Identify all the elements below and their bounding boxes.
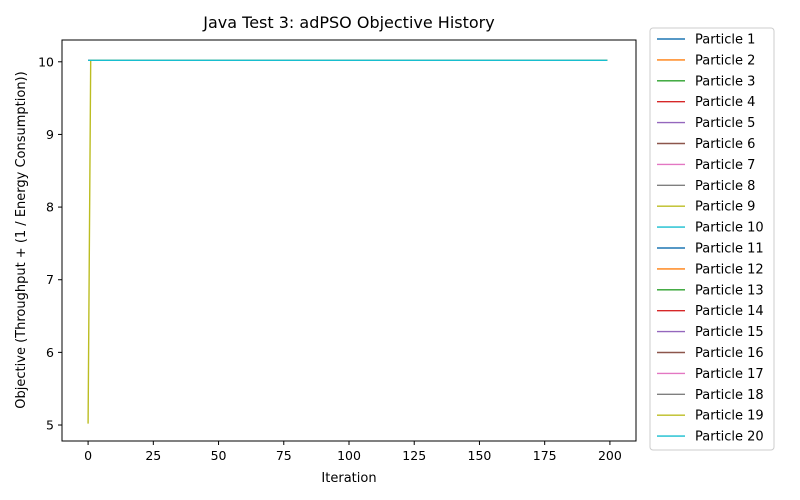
x-tick-label: 0 [84, 448, 92, 463]
x-tick-label: 75 [276, 448, 292, 463]
legend-label: Particle 11 [695, 242, 764, 257]
x-tick-label: 125 [402, 448, 426, 463]
x-tick-label: 175 [533, 448, 557, 463]
legend-label: Particle 19 [695, 409, 764, 424]
x-tick-label: 150 [468, 448, 492, 463]
plot-lines [87, 59, 608, 424]
legend-label: Particle 20 [695, 430, 764, 445]
y-axis-label: Objective (Throughput + (1 / Energy Cons… [14, 71, 29, 408]
legend-label: Particle 2 [695, 53, 755, 68]
legend-label: Particle 18 [695, 388, 764, 403]
x-tick-label: 50 [211, 448, 227, 463]
legend-label: Particle 17 [695, 367, 764, 382]
x-tick-label: 200 [598, 448, 622, 463]
legend-label: Particle 14 [695, 304, 764, 319]
y-tick-label: 8 [46, 200, 54, 215]
legend-label: Particle 13 [695, 283, 764, 298]
series-line-particle-19 [87, 59, 608, 424]
legend-label: Particle 1 [695, 33, 755, 48]
plot-frame [61, 39, 637, 442]
y-tick-label: 9 [46, 127, 54, 142]
legend-label: Particle 6 [695, 137, 755, 152]
y-axis: 5 6 7 8 9 10 [38, 54, 62, 433]
legend-label: Particle 3 [695, 74, 755, 89]
legend-label: Particle 5 [695, 116, 755, 131]
legend-label: Particle 8 [695, 179, 755, 194]
legend-label: Particle 7 [695, 158, 755, 173]
legend-label: Particle 10 [695, 221, 764, 236]
legend-box [649, 27, 775, 451]
legend-label: Particle 15 [695, 325, 764, 340]
x-tick-label: 100 [337, 448, 361, 463]
y-tick-label: 7 [46, 272, 54, 287]
legend-label: Particle 16 [695, 346, 764, 361]
y-tick-label: 5 [46, 418, 54, 433]
x-axis-label: Iteration [321, 471, 376, 486]
legend-label: Particle 12 [695, 262, 764, 277]
legend-label: Particle 9 [695, 200, 755, 215]
legend: Particle 1 Particle 2 Particle 3 Particle 4… [649, 27, 775, 451]
y-tick-label: 6 [46, 345, 54, 360]
legend-label: Particle 4 [695, 95, 755, 110]
x-tick-label: 25 [145, 448, 161, 463]
x-axis: 0 25 50 75 100 125 150 175 200 [84, 441, 622, 463]
y-tick-label: 10 [38, 54, 54, 69]
chart-title: Java Test 3: adPSO Objective History [202, 13, 494, 32]
